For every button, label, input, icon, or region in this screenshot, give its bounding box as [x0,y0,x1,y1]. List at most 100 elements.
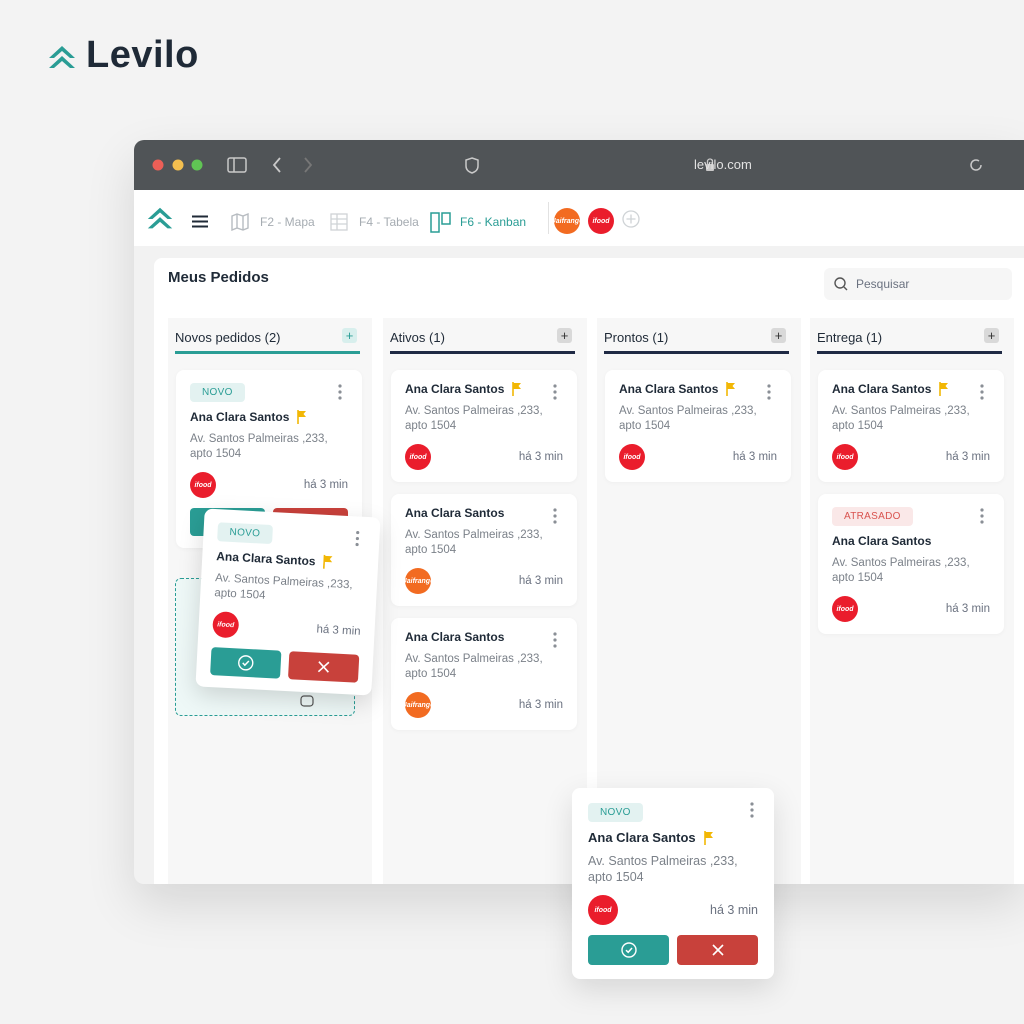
order-time: há 3 min [945,451,990,463]
order-time: há 3 min [732,451,777,463]
status-badge: ATRASADO [832,507,913,526]
nav-item[interactable]: F2 - Mapa [260,215,315,229]
search-placeholder: Pesquisar [856,277,910,291]
status-badge: NOVO [588,803,643,822]
menu-button[interactable] [192,215,208,228]
nav-item[interactable]: F4 - Tabela [359,215,419,229]
card-footer: ifood há 3 min [190,472,348,498]
flag-icon [323,554,333,569]
logo-text: ifood [194,481,212,489]
customer-name: Ana Clara Santos [215,549,316,569]
address: Av. Santos Palmeiras ,233, apto 1504 [832,557,970,584]
check-icon [238,655,254,671]
address: Av. Santos Palmeiras ,233, apto 1504 [832,405,970,432]
logo-text: ifood [836,605,854,613]
url[interactable]: levilo.com [694,157,752,172]
search-icon [834,277,848,291]
accept-button[interactable] [588,935,669,965]
add-card-button[interactable]: + [342,328,357,343]
card-menu[interactable] [338,384,342,400]
order-card[interactable]: Ana Clara Santos Av. Santos Palmeiras ,23… [391,370,577,482]
add-card-button[interactable]: + [771,328,786,343]
browser-controls [152,157,982,174]
status-badge: NOVO [190,383,245,402]
order-card[interactable]: Ana Clara Santos Av. Santos Palmeiras ,23… [605,370,791,482]
customer-name: Ana Clara Santos [405,630,505,644]
status-badge: NOVO [217,522,273,545]
divider [548,202,549,234]
platform-logo: ifood [619,444,645,470]
flag-icon [512,382,522,396]
kanban-column: Entrega (1) + Ana Clara Santos Av. Santos P… [810,318,1014,884]
logo-text: ifood [216,620,235,629]
column-underline [604,351,789,354]
card-footer: Uaifrango há 3 min [405,692,563,718]
integration-logo[interactable]: ifood [588,208,614,234]
card-menu[interactable] [553,384,557,400]
address: Av. Santos Palmeiras ,233, apto 1504 [588,854,738,884]
order-time: há 3 min [945,603,990,615]
order-card[interactable]: Ana Clara Santos Av. Santos Palmeiras ,23… [818,370,1004,482]
platform-logo: ifood [212,611,240,639]
card-menu[interactable] [750,802,754,818]
add-integration[interactable] [622,210,640,228]
card-menu[interactable] [767,384,771,400]
order-card[interactable]: Ana Clara Santos Av. Santos Palmeiras ,23… [391,494,577,606]
add-card-button[interactable]: + [984,328,999,343]
map-icon [231,213,249,231]
address: Av. Santos Palmeiras ,233, apto 1504 [214,572,353,602]
logo-text: ifood [623,453,641,461]
card-footer: ifood há 3 min [832,596,990,622]
platform-logo: ifood [405,444,431,470]
flag-icon [703,830,713,845]
card-menu[interactable] [980,508,984,524]
logo-text: Uaifrango [554,217,580,225]
search-box[interactable]: Pesquisar [824,268,1012,300]
address: Av. Santos Palmeiras ,233, apto 1504 [405,405,543,432]
browser-window: levilo.com F2 - Mapa F4 - Tabela F6 - Kanb… [134,140,1024,884]
card-footer: ifood há 3 min [832,444,990,470]
logo-text: Uaifrango [405,577,431,585]
order-time: há 3 min [710,903,758,917]
logo-text: ifood [594,906,612,914]
nav-item[interactable]: F6 - Kanban [460,215,527,229]
close-icon [317,661,330,673]
platform-logo: Uaifrango [405,568,431,594]
card-footer: ifood há 3 min [212,611,361,645]
order-time: há 3 min [518,699,563,711]
flag-icon [297,410,307,424]
order-time: há 3 min [316,623,361,638]
address: Av. Santos Palmeiras ,233, apto 1504 [619,405,757,432]
name-row: Ana Clara Santos [619,382,777,396]
app-bar: F2 - Mapa F4 - Tabela F6 - Kanban Uaifrango… [134,190,1024,246]
card-footer: ifood há 3 min [619,444,777,470]
reject-button[interactable] [677,935,758,965]
order-time: há 3 min [518,575,563,587]
card-menu[interactable] [553,632,557,648]
card-menu[interactable] [355,530,360,547]
platform-logo: ifood [190,472,216,498]
reject-button[interactable] [287,651,360,683]
accept-button[interactable] [210,647,282,679]
card-menu[interactable] [980,384,984,400]
name-row: Ana Clara Santos [405,630,563,644]
card-menu[interactable] [553,508,557,524]
add-card-button[interactable]: + [557,328,572,343]
page-title: Meus Pedidos [168,269,269,286]
customer-name: Ana Clara Santos [190,410,290,424]
order-card[interactable]: ATRASADO Ana Clara Santos Av. Santos Palme… [818,494,1004,634]
column-title: Novos pedidos (2) [175,330,281,345]
brand-icon [49,46,75,68]
logo-text: ifood [836,453,854,461]
integration-logo[interactable]: Uaifrango [554,208,580,234]
order-time: há 3 min [303,479,348,491]
drop-icon [300,695,314,707]
order-card[interactable]: Ana Clara Santos Av. Santos Palmeiras ,23… [391,618,577,730]
column-underline [175,351,360,354]
customer-name: Ana Clara Santos [405,382,505,396]
name-row: Ana Clara Santos [405,382,563,396]
column-underline [817,351,1002,354]
order-card[interactable]: NOVO Ana Clara Santos Av. Santos Palmeiras… [195,508,381,696]
order-card[interactable]: NOVO Ana Clara Santos Av. Santos Palmeiras… [572,788,774,979]
